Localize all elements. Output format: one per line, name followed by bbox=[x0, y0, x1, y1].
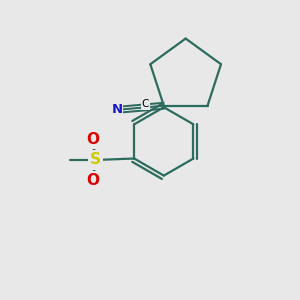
Text: O: O bbox=[86, 173, 99, 188]
Text: S: S bbox=[90, 152, 101, 167]
Text: C: C bbox=[142, 99, 149, 109]
Text: O: O bbox=[86, 132, 99, 147]
Text: N: N bbox=[112, 103, 123, 116]
